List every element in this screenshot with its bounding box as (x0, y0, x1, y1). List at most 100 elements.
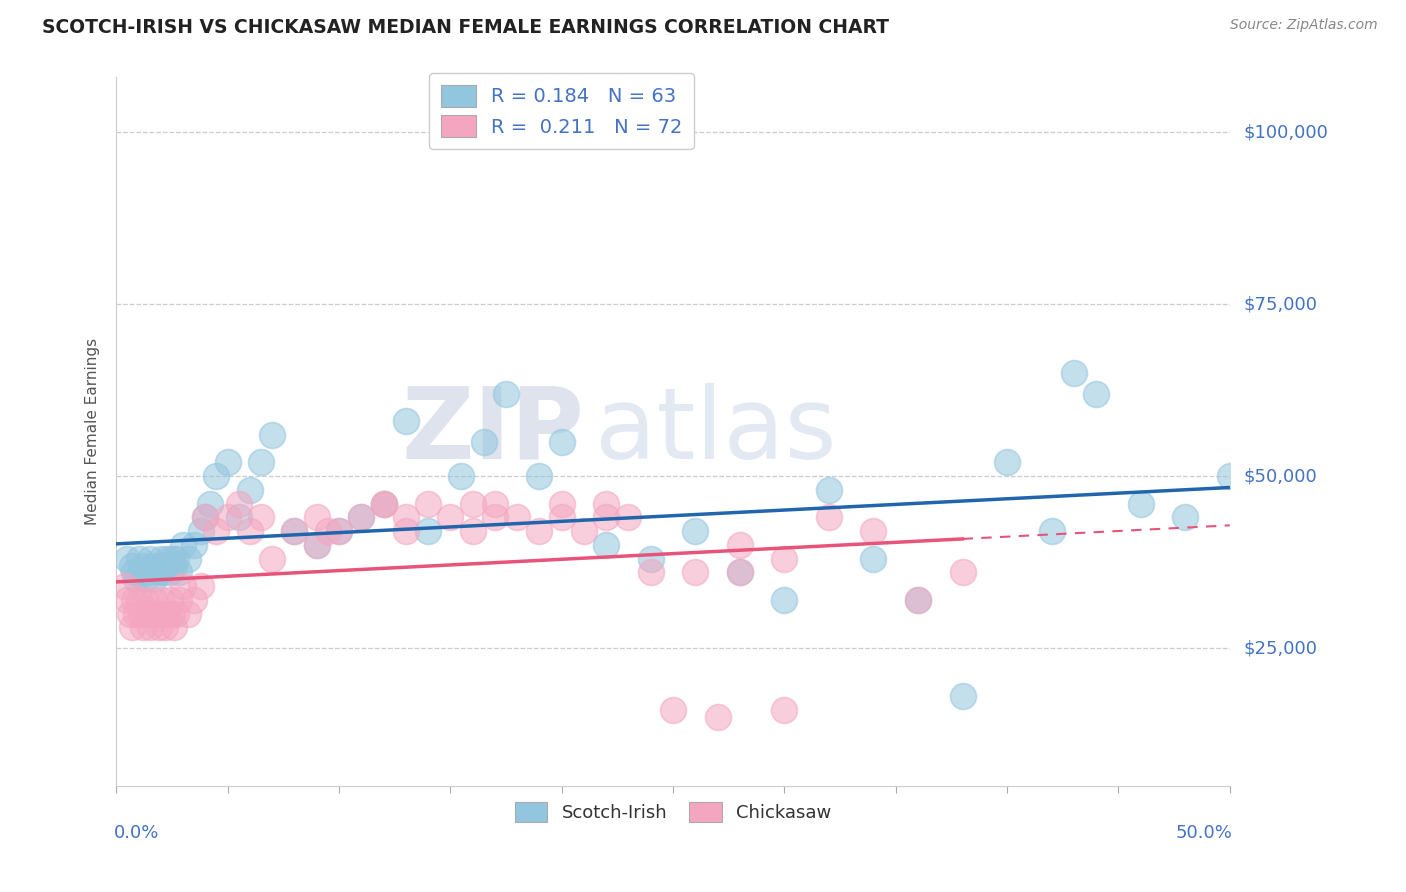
Point (550, 434, 572, 449)
Point (472, 434, 495, 449)
Point (685, 566, 707, 580)
Point (595, 497, 617, 511)
Point (128, 593, 150, 607)
Point (395, 524, 418, 538)
Point (217, 455, 239, 469)
Point (129, 566, 152, 580)
Point (640, 566, 662, 580)
Point (1085, 386, 1108, 401)
Point (152, 607, 174, 621)
Point (149, 593, 172, 607)
Point (416, 497, 439, 511)
Point (373, 497, 395, 511)
Point (138, 620, 160, 634)
Point (461, 497, 484, 511)
Point (373, 497, 395, 511)
Point (283, 524, 305, 538)
Point (156, 607, 179, 621)
Point (550, 510, 572, 524)
Point (283, 524, 305, 538)
Text: $25,000: $25,000 (1243, 639, 1317, 657)
Point (143, 572, 166, 586)
Point (160, 607, 183, 621)
Point (198, 497, 221, 511)
Point (640, 551, 662, 566)
Point (328, 524, 350, 538)
Point (706, 710, 728, 724)
Point (1219, 469, 1241, 483)
Point (145, 607, 167, 621)
Point (773, 593, 796, 607)
Point (163, 620, 186, 634)
Point (662, 703, 685, 717)
Point (239, 524, 262, 538)
Point (118, 607, 141, 621)
Point (484, 497, 506, 511)
Y-axis label: Median Female Earnings: Median Female Earnings (86, 338, 100, 525)
Point (190, 579, 212, 593)
Point (160, 551, 183, 566)
Point (125, 607, 148, 621)
Point (152, 566, 174, 580)
Point (773, 551, 796, 566)
Point (138, 551, 160, 566)
Point (141, 558, 163, 573)
Point (773, 703, 796, 717)
Point (145, 558, 167, 573)
Point (117, 593, 139, 607)
Point (125, 572, 148, 586)
Point (205, 469, 228, 483)
Point (149, 551, 172, 566)
Point (114, 579, 136, 593)
Point (350, 510, 373, 524)
Point (136, 566, 159, 580)
Point (194, 510, 217, 524)
Point (728, 566, 751, 580)
Text: SCOTCH-IRISH VS CHICKASAW MEDIAN FEMALE EARNINGS CORRELATION CHART: SCOTCH-IRISH VS CHICKASAW MEDIAN FEMALE … (42, 18, 889, 37)
Point (121, 620, 143, 634)
Text: $100,000: $100,000 (1243, 123, 1329, 142)
Text: 50.0%: 50.0% (1175, 824, 1232, 842)
Point (228, 497, 250, 511)
Point (250, 510, 273, 524)
Text: $50,000: $50,000 (1243, 467, 1317, 485)
Text: ZIP: ZIP (401, 383, 583, 480)
Point (250, 455, 273, 469)
Point (495, 386, 517, 401)
Point (176, 607, 198, 621)
Point (167, 593, 190, 607)
Text: Source: ZipAtlas.com: Source: ZipAtlas.com (1230, 18, 1378, 32)
Point (217, 510, 239, 524)
Point (550, 497, 572, 511)
Point (529, 469, 551, 483)
Point (373, 497, 395, 511)
Point (228, 510, 250, 524)
Point (728, 538, 751, 552)
Point (134, 572, 156, 586)
Point (205, 524, 228, 538)
Point (595, 538, 617, 552)
Text: 0.0%: 0.0% (114, 824, 159, 842)
Point (155, 558, 177, 573)
Point (818, 510, 841, 524)
Point (395, 510, 418, 524)
Point (818, 483, 841, 497)
Text: atlas: atlas (595, 383, 837, 480)
Point (685, 524, 707, 538)
Point (129, 607, 152, 621)
Point (117, 551, 139, 566)
Point (165, 607, 187, 621)
Point (122, 593, 145, 607)
Point (183, 593, 205, 607)
Point (617, 510, 640, 524)
Point (148, 566, 170, 580)
Point (239, 483, 262, 497)
Point (305, 510, 328, 524)
Point (167, 566, 190, 580)
Point (305, 538, 328, 552)
Point (907, 593, 929, 607)
Point (122, 566, 145, 580)
Point (165, 551, 187, 566)
Point (461, 524, 484, 538)
Point (316, 524, 339, 538)
